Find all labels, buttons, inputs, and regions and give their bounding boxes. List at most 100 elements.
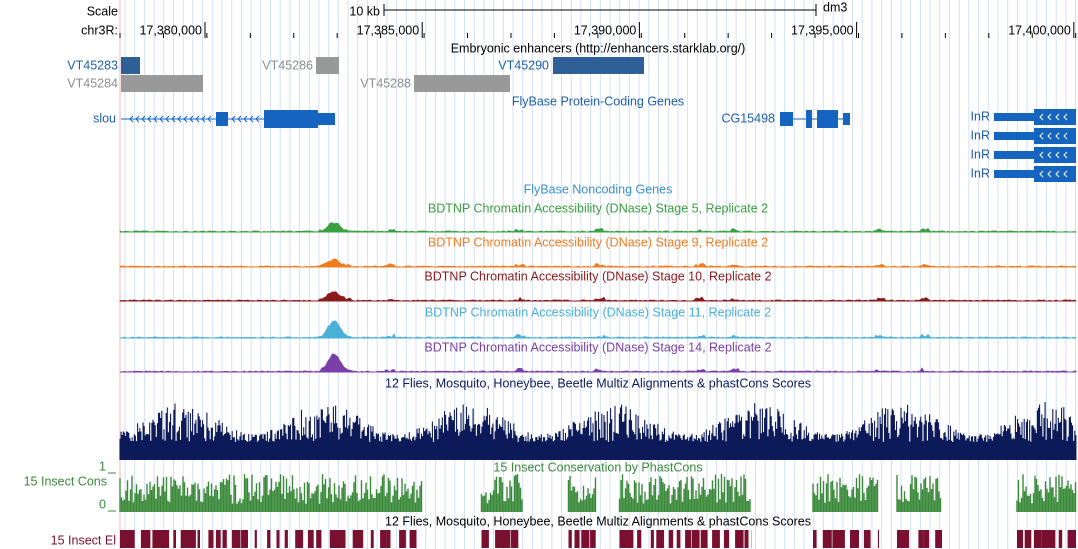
strand-arrow	[129, 115, 134, 123]
conservation-signal	[119, 474, 1077, 512]
strand-arrow	[1063, 170, 1068, 178]
item-label[interactable]: VT45283	[67, 58, 118, 72]
conserved-element	[152, 530, 162, 548]
strand-arrow	[1063, 151, 1068, 159]
track-title: BDTNP Chromatin Accessibility (DNase) St…	[428, 235, 768, 249]
strand-arrow	[159, 115, 164, 123]
conserved-element	[380, 530, 387, 548]
gene-label[interactable]: InR	[971, 128, 990, 142]
conserved-element	[386, 530, 391, 548]
signal	[119, 258, 1077, 268]
conserved-element	[660, 530, 664, 548]
strand-arrow	[135, 115, 140, 123]
strand-arrow	[1063, 113, 1068, 121]
conserved-element	[650, 530, 654, 548]
conserved-element	[128, 530, 135, 548]
gene[interactable]	[994, 166, 1076, 182]
strand-arrow	[1039, 132, 1044, 140]
track-title: Embryonic enhancers (http://enhancers.st…	[451, 41, 746, 55]
conserved-element	[329, 530, 339, 548]
conserved-element	[215, 530, 221, 548]
enhancer[interactable]	[316, 57, 339, 74]
gene-label[interactable]: InR	[971, 109, 990, 123]
conserved-element	[581, 530, 590, 548]
track-title: FlyBase Protein-Coding Genes	[512, 94, 684, 108]
conserved-element	[676, 530, 681, 548]
strand-arrow	[141, 115, 146, 123]
conserved-element	[173, 530, 176, 548]
conserved-element	[360, 530, 364, 548]
gene[interactable]	[994, 109, 1076, 125]
track-title: BDTNP Chromatin Accessibility (DNase) St…	[428, 201, 768, 215]
strand-arrow	[1055, 132, 1060, 140]
conserved-element	[905, 530, 910, 548]
conserved-element	[656, 530, 665, 548]
strand-arrow	[153, 115, 158, 123]
conserved-element	[723, 530, 730, 548]
conserved-element	[1041, 530, 1050, 548]
track-title: 12 Flies, Mosquito, Honeybee, Beetle Mul…	[385, 376, 811, 390]
strand-arrow	[231, 115, 236, 123]
strand-arrow	[1063, 132, 1068, 140]
gene-label[interactable]: InR	[971, 147, 990, 161]
conserved-element	[197, 530, 200, 548]
conserved-element	[700, 530, 708, 548]
conserved-element	[187, 530, 196, 548]
conserved-element	[691, 530, 700, 548]
conserved-element	[685, 530, 692, 548]
conserved-element	[841, 530, 845, 548]
gene[interactable]	[121, 110, 335, 128]
track-title: 12 Flies, Mosquito, Honeybee, Beetle Mul…	[385, 514, 811, 528]
conserved-element	[335, 530, 345, 548]
axis-label: 1	[99, 459, 106, 473]
conserved-element	[923, 530, 930, 548]
item-label[interactable]: VT45284	[67, 76, 118, 90]
exon	[994, 151, 1034, 159]
exon	[1034, 128, 1076, 144]
scale-bar-label: 10 kb	[349, 4, 380, 18]
strand-arrow	[1047, 132, 1052, 140]
signal	[119, 320, 1077, 339]
conserved-element	[1033, 530, 1042, 548]
item-label[interactable]: VT45288	[360, 76, 411, 90]
strand-arrow	[183, 115, 188, 123]
conserved-element	[813, 530, 817, 548]
conserved-element	[668, 530, 674, 548]
ruler-label: 17,400,000	[1008, 23, 1071, 37]
gene-label[interactable]: InR	[971, 166, 990, 180]
conserved-element	[481, 530, 489, 548]
strand-arrow	[177, 115, 182, 123]
conserved-element	[316, 530, 322, 548]
gene[interactable]	[994, 128, 1076, 144]
conserved-element	[1067, 530, 1076, 548]
item-label[interactable]: VT45290	[498, 58, 549, 72]
assembly: dm3	[823, 0, 847, 14]
enhancer[interactable]	[121, 57, 140, 74]
gene[interactable]	[994, 147, 1076, 163]
strand-arrow	[1047, 151, 1052, 159]
conserved-element	[712, 530, 720, 548]
gene-label[interactable]: slou	[93, 111, 116, 125]
conserved-element	[370, 530, 374, 548]
ruler-label: 17,380,000	[139, 23, 202, 37]
conserved-element	[399, 530, 406, 548]
item-label[interactable]: VT45286	[262, 58, 313, 72]
enhancer[interactable]	[121, 75, 203, 92]
conserved-element	[510, 530, 519, 548]
track-title: BDTNP Chromatin Accessibility (DNase) St…	[424, 269, 771, 283]
track-title: 15 Insect Conservation by PhastCons	[493, 460, 702, 474]
exon	[994, 170, 1034, 178]
exon	[1034, 147, 1076, 163]
signal	[119, 222, 1077, 233]
strand-arrow	[1039, 170, 1044, 178]
enhancer[interactable]	[414, 75, 510, 92]
enhancer[interactable]	[553, 57, 644, 74]
gene-label[interactable]: CG15498	[721, 111, 775, 125]
gene[interactable]	[780, 110, 850, 128]
conserved-element	[409, 530, 417, 548]
conserved-element	[574, 530, 580, 548]
conserved-element	[568, 530, 572, 548]
conserved-element	[1017, 530, 1024, 548]
conserved-element	[850, 530, 859, 548]
